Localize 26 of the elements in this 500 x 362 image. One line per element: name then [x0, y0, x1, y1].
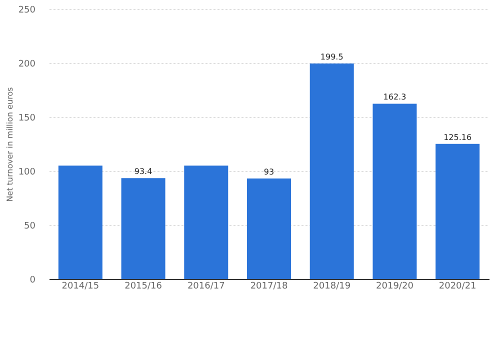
y-axis-title: Net turnover in million euros — [5, 87, 14, 202]
x-tick-label: 2019/20 — [376, 282, 414, 292]
x-tick-label: 2015/16 — [124, 282, 162, 292]
x-tick-label: 2020/21 — [438, 282, 476, 292]
y-tick-label: 50 — [24, 222, 36, 232]
x-tick-label: 2018/19 — [313, 282, 351, 292]
bar — [184, 166, 228, 279]
x-tick-label: 2017/18 — [250, 282, 288, 292]
data-label: 93 — [264, 168, 274, 177]
bar — [121, 178, 166, 279]
x-tick-label: 2016/17 — [187, 282, 225, 292]
bar — [372, 104, 417, 279]
bar — [58, 166, 102, 279]
data-label: 93.4 — [134, 167, 152, 176]
bar — [436, 144, 480, 279]
x-tick-label: 2014/15 — [62, 282, 100, 292]
data-label: 162.3 — [383, 92, 406, 102]
data-label: 125.16 — [444, 132, 472, 142]
data-label: 199.5 — [320, 52, 344, 62]
y-tick-label: 150 — [18, 114, 36, 124]
y-tick-label: 250 — [18, 6, 36, 16]
y-tick-label: 200 — [18, 60, 36, 70]
bar — [247, 178, 291, 279]
y-tick-label: 100 — [18, 168, 36, 178]
y-tick-label: 0 — [30, 276, 36, 286]
bar — [310, 64, 354, 279]
